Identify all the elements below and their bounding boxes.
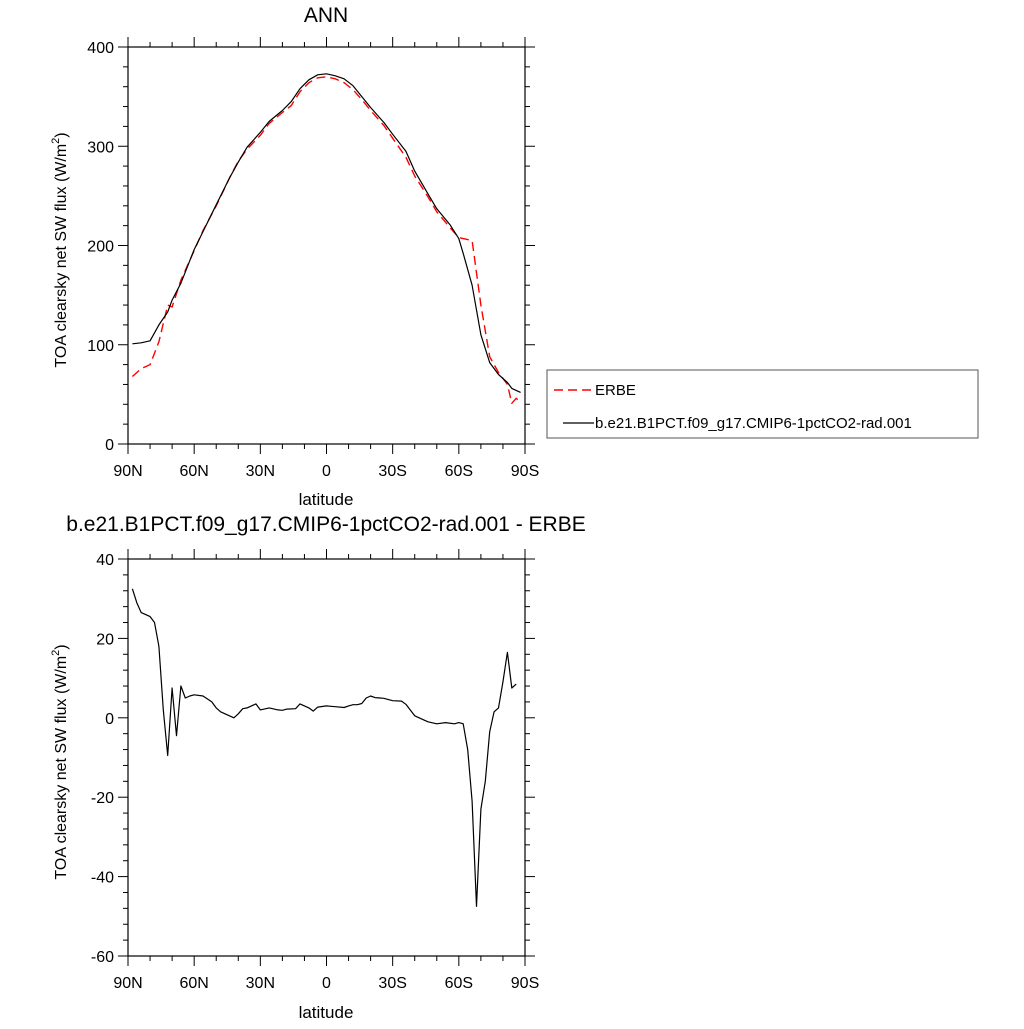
y-tick-label-top: 100	[87, 338, 114, 355]
x-axis-bottom: 90N 60N 30N 0 30S 60S 90S	[113, 549, 539, 992]
legend: ERBE b.e21.B1PCT.f09_g17.CMIP6-1pctCO2-r…	[546, 369, 979, 439]
y-axis-label-bottom: TOA clearsky net SW flux (W/m2)	[50, 644, 70, 879]
y-tick-label-bottom: 20	[96, 631, 114, 648]
y-axis-label-bottom-text: TOA clearsky net SW flux (W/m	[53, 656, 70, 880]
chart-title-bottom: b.e21.B1PCT.f09_g17.CMIP6-1pctCO2-rad.00…	[66, 513, 585, 536]
y-axis-label-bottom-close: )	[53, 644, 70, 649]
y-axis-label-top-close: )	[53, 132, 70, 137]
x-tick-label-top: 90N	[113, 463, 142, 480]
y-axis-bottom: -60 -40 -20 0 20 40	[91, 552, 535, 966]
series-line-bottom-0	[131, 588, 517, 908]
y-tick-label-bottom: 0	[105, 711, 114, 728]
x-tick-label-top: 90S	[511, 463, 539, 480]
y-tick-label-bottom: -40	[91, 870, 114, 887]
x-tick-label-bottom: 60S	[445, 975, 473, 992]
y-tick-label-bottom: -20	[91, 790, 114, 807]
plot-frame-bottom	[127, 558, 526, 957]
y-tick-label-top: 300	[87, 139, 114, 156]
legend-label-erbe: ERBE	[595, 382, 636, 399]
legend-label-model: b.e21.B1PCT.f09_g17.CMIP6-1pctCO2-rad.00…	[595, 415, 912, 432]
x-axis-label-bottom: latitude	[299, 1003, 354, 1022]
x-tick-label-bottom: 30N	[246, 975, 275, 992]
series-line-top-1	[132, 73, 521, 393]
x-tick-label-bottom: 0	[322, 975, 331, 992]
y-axis-label-bottom-sup: 2	[50, 650, 62, 656]
x-axis-label-top: latitude	[299, 490, 354, 509]
y-tick-label-bottom: 40	[96, 552, 114, 569]
x-tick-label-bottom: 90N	[113, 975, 142, 992]
y-tick-label-top: 400	[87, 40, 114, 57]
y-axis-top: 0 100 200 300 400	[87, 40, 535, 454]
y-tick-label-top: 200	[87, 239, 114, 256]
x-tick-label-top: 30N	[246, 463, 275, 480]
x-axis-top: 90N 60N 30N 0 30S 60S 90S	[113, 37, 539, 480]
y-axis-label-top: TOA clearsky net SW flux (W/m2)	[50, 132, 70, 367]
y-tick-label-top: 0	[105, 437, 114, 454]
chart-title-top: ANN	[304, 4, 348, 27]
chart-panel-top: ANN 0 100 200 300 400 90N 60N 30N 0 30S 60S 90S la…	[50, 4, 539, 509]
x-tick-label-top: 60S	[445, 463, 473, 480]
x-tick-label-bottom: 60N	[179, 975, 208, 992]
x-tick-label-bottom: 90S	[511, 975, 539, 992]
x-tick-label-top: 60N	[179, 463, 208, 480]
x-tick-label-top: 0	[322, 463, 331, 480]
chart-panel-bottom: b.e21.B1PCT.f09_g17.CMIP6-1pctCO2-rad.00…	[50, 513, 586, 1022]
plot-frame-top	[127, 46, 526, 445]
series-line-top-0	[131, 76, 522, 404]
y-axis-label-top-sup: 2	[50, 138, 62, 144]
legend-box	[546, 369, 979, 439]
plot-area-bottom	[131, 588, 517, 908]
y-tick-label-bottom: -60	[91, 949, 114, 966]
y-axis-label-top-text: TOA clearsky net SW flux (W/m	[53, 144, 70, 368]
x-tick-label-top: 30S	[378, 463, 406, 480]
x-tick-label-bottom: 30S	[378, 975, 406, 992]
plot-area-top	[131, 73, 522, 404]
